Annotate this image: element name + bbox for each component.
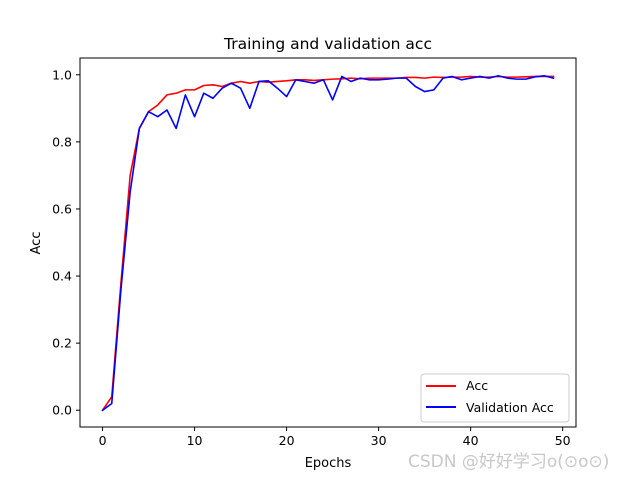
legend-label-validation-acc: Validation Acc [466, 400, 554, 415]
x-tick-label: 40 [463, 433, 479, 448]
y-tick-label: 0.4 [52, 269, 72, 284]
legend: Acc Validation Acc [420, 373, 570, 423]
series-layer [101, 74, 555, 412]
series-line-validation-acc [101, 74, 555, 412]
y-tick-label: 0.2 [52, 336, 72, 351]
x-tick-label: 0 [99, 433, 107, 448]
y-axis-label: Acc [29, 232, 44, 255]
x-axis-ticks: 0 10 20 30 40 50 [99, 427, 571, 448]
axes-frame [79, 57, 577, 428]
x-tick-label: 50 [555, 433, 571, 448]
plot-area [79, 57, 577, 428]
legend-box [420, 373, 570, 423]
y-tick-label: 0.6 [52, 201, 72, 216]
chart-title: Training and validation acc [223, 35, 432, 53]
y-tick-label: 1.0 [52, 67, 72, 82]
x-tick-label: 20 [279, 433, 295, 448]
legend-label-acc: Acc [466, 378, 488, 393]
y-tick-label: 0.0 [52, 403, 72, 418]
y-axis-ticks: 0.0 0.2 0.4 0.6 0.8 1.0 [52, 67, 80, 418]
watermark: CSDN @好好学习o(⊙o⊙) [408, 452, 609, 472]
x-tick-label: 30 [371, 433, 387, 448]
x-axis-label: Epochs [305, 456, 352, 471]
y-tick-label: 0.8 [52, 134, 72, 149]
x-tick-label: 10 [187, 433, 203, 448]
